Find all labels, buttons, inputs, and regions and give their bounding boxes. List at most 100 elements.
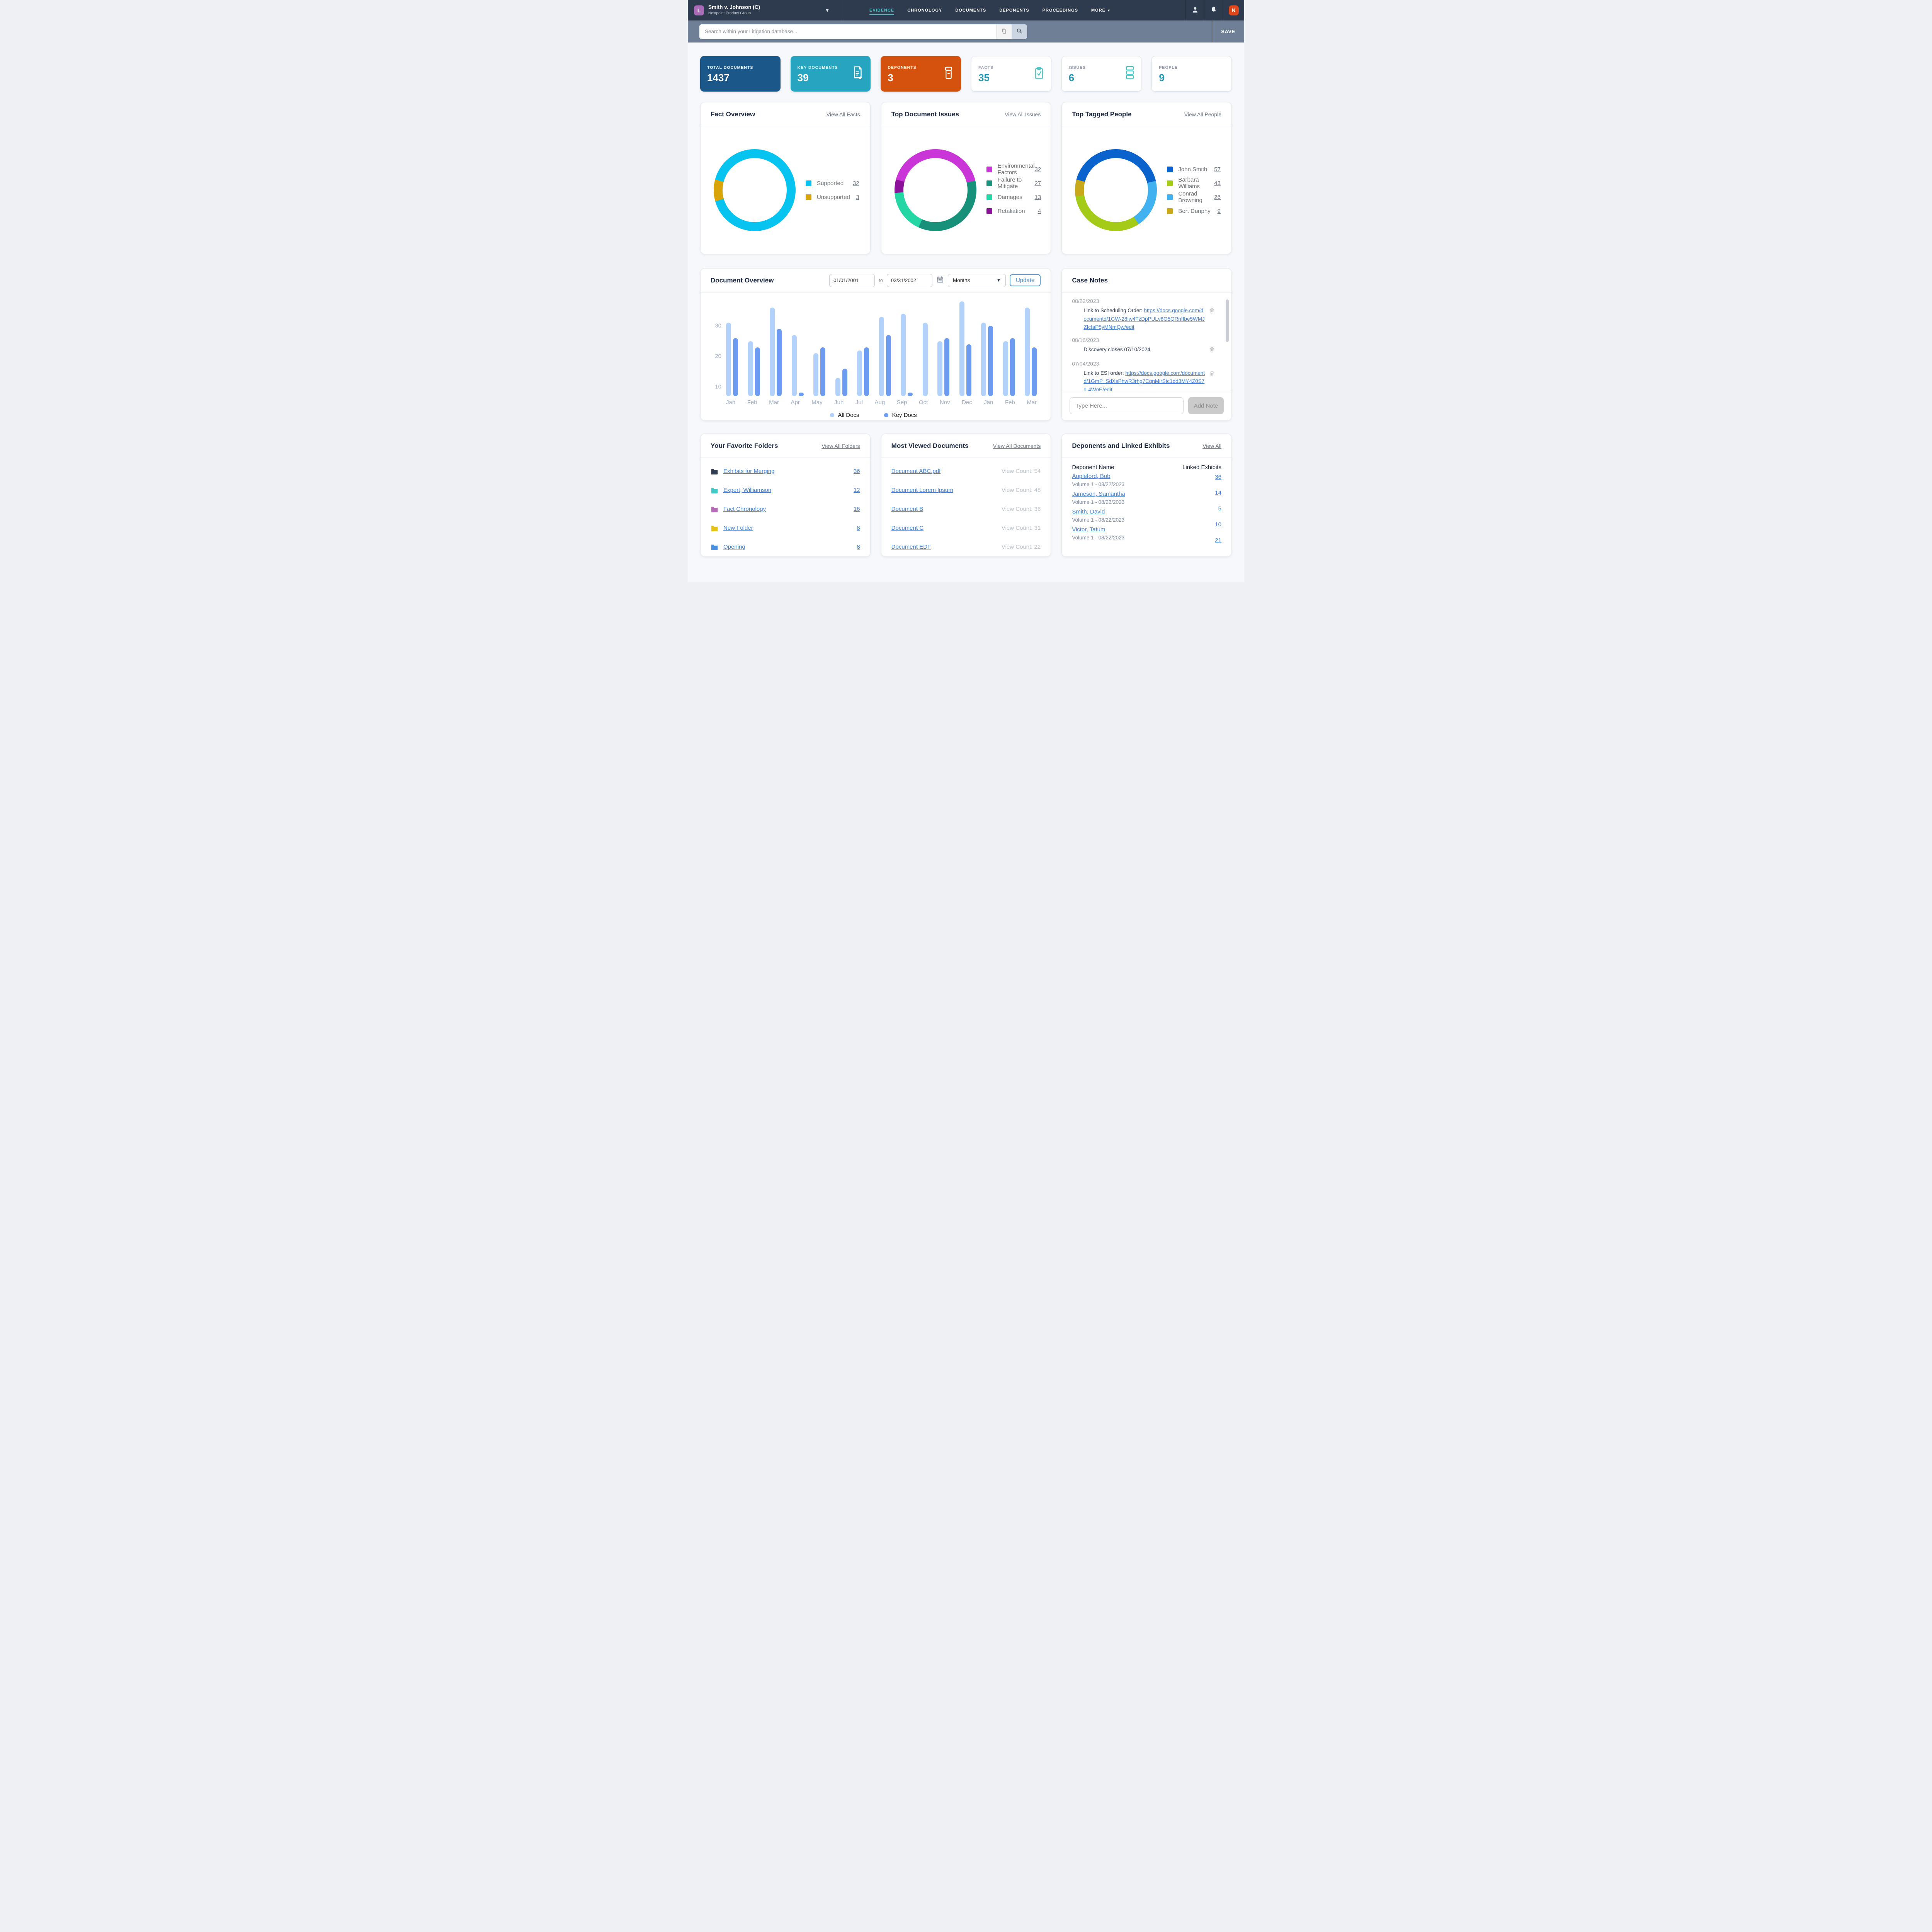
folder-link[interactable]: Expert, Williamson: [723, 487, 772, 493]
view-all-folders-link[interactable]: View All Folders: [821, 442, 860, 449]
legend-count-link[interactable]: 9: [1217, 207, 1221, 214]
x-axis-label: Oct: [919, 399, 928, 406]
view-all-documents-link[interactable]: View All Documents: [993, 442, 1041, 449]
tab-documents[interactable]: DOCUMENTS: [955, 8, 986, 13]
exhibit-count-link[interactable]: 36: [1215, 474, 1221, 480]
view-all-link[interactable]: View All: [1202, 442, 1221, 449]
legend-swatch: [986, 194, 992, 200]
legend-count-link[interactable]: 32: [852, 180, 859, 187]
bar-pair: [981, 299, 993, 396]
exhibit-count-link[interactable]: 10: [1215, 521, 1221, 528]
top-people-legend: John Smith 57 Barbara Williams 43 Conrad…: [1157, 162, 1231, 218]
document-link[interactable]: Document B: [891, 506, 923, 512]
stat-card-key-documents[interactable]: KEY DOCUMENTS 39: [790, 56, 871, 92]
note-body: Link to ESI order:: [1083, 370, 1126, 376]
note-text: Link to ESI order: https://docs.google.c…: [1072, 369, 1206, 392]
panel-title: Case Notes: [1072, 276, 1108, 284]
stat-card-facts[interactable]: FACTS 35: [971, 56, 1051, 92]
folder-count-link[interactable]: 8: [857, 544, 860, 550]
deponents-list: Appleford, Bob Volume 1 - 08/22/2023 Jam…: [1062, 473, 1231, 544]
date-to-input[interactable]: [886, 274, 932, 287]
legend-count-link[interactable]: 32: [1034, 166, 1041, 173]
folder-link[interactable]: Exhibits for Merging: [723, 468, 775, 474]
folder-count-link[interactable]: 12: [853, 487, 860, 493]
panel-header: Your Favorite Folders View All Folders: [701, 434, 870, 458]
date-from-input[interactable]: [829, 274, 875, 287]
legend-item: Failure to Mitigate 27: [986, 176, 1041, 190]
bar-key-docs: [733, 338, 738, 396]
interval-select[interactable]: Months ▼: [947, 274, 1006, 287]
user-profile-button[interactable]: [1185, 0, 1204, 20]
view-all-people-link[interactable]: View All People: [1184, 111, 1221, 117]
document-link[interactable]: Document C: [891, 525, 924, 531]
tab-chronology[interactable]: CHRONOLOGY: [907, 8, 942, 13]
stat-card-issues[interactable]: ISSUES 6: [1061, 56, 1142, 92]
dashboard-content: TOTAL DOCUMENTS 1437 KEY DOCUMENTS 39 DE…: [688, 56, 1244, 557]
bar-chart: 10 20 30 Jan Feb Mar Apr May Jun Jul Aug Sep Oct Nov…: [701, 293, 1051, 418]
stat-value: 3: [888, 71, 893, 83]
legend-count-link[interactable]: 26: [1214, 194, 1221, 201]
stat-card-total-documents[interactable]: TOTAL DOCUMENTS 1437: [700, 56, 781, 92]
note-input[interactable]: [1070, 397, 1184, 414]
deponent-link[interactable]: Victor, Tatum: [1072, 526, 1105, 533]
deponent-link[interactable]: Smith, David: [1072, 509, 1105, 515]
case-notes-list[interactable]: 08/22/2023 Link to Scheduling Order: htt…: [1062, 293, 1231, 392]
delete-note-button[interactable]: [1208, 345, 1216, 355]
bar-all-docs: [981, 323, 986, 396]
stat-label: PEOPLE: [1159, 65, 1178, 70]
update-button[interactable]: Update: [1009, 274, 1041, 286]
nextpoint-logo[interactable]: N: [1228, 5, 1239, 15]
bar-key-docs: [944, 338, 950, 396]
tab-proceedings[interactable]: PROCEEDINGS: [1042, 8, 1078, 13]
folder-link[interactable]: Fact Chronology: [723, 506, 766, 512]
chevron-down-icon[interactable]: ▼: [825, 7, 830, 13]
folder-link[interactable]: Opening: [723, 544, 745, 550]
folder-count-link[interactable]: 16: [853, 506, 860, 512]
note-link[interactable]: https://docs.google.com/documentd/1GW-28…: [1083, 308, 1205, 330]
stat-card-people[interactable]: PEOPLE 9: [1151, 56, 1232, 92]
delete-note-button[interactable]: [1208, 306, 1216, 316]
deponent-link[interactable]: Appleford, Bob: [1072, 473, 1111, 480]
document-link[interactable]: Document EDF: [891, 544, 931, 550]
document-link[interactable]: Document ABC.pdf: [891, 468, 941, 474]
top-people-donut-chart: [1075, 149, 1157, 231]
delete-note-button[interactable]: [1208, 369, 1216, 379]
stat-card-deponents[interactable]: DEPONENTS 3: [881, 56, 961, 92]
legend-count-link[interactable]: 27: [1034, 180, 1041, 187]
y-axis: 10 20 30: [707, 299, 724, 396]
add-note-button[interactable]: Add Note: [1188, 397, 1224, 414]
folder-link[interactable]: New Folder: [723, 525, 753, 531]
folder-count-link[interactable]: 8: [857, 525, 860, 531]
calendar-icon[interactable]: [936, 276, 944, 285]
exhibit-count-link[interactable]: 21: [1215, 537, 1221, 544]
note-date: 08/16/2023: [1072, 337, 1099, 343]
legend-count-link[interactable]: 13: [1034, 194, 1041, 201]
panel-header: Top Document Issues View All Issues: [881, 102, 1051, 126]
folder-count-link[interactable]: 36: [853, 468, 860, 474]
copy-search-button[interactable]: [996, 24, 1012, 39]
legend-count-link[interactable]: 57: [1214, 166, 1221, 173]
legend-count-link[interactable]: 3: [856, 194, 859, 201]
document-link[interactable]: Document Lorem Ipsum: [891, 487, 953, 493]
stacked-issues-icon: [1125, 66, 1135, 82]
tab-evidence[interactable]: EVIDENCE: [869, 6, 895, 15]
search-input[interactable]: [699, 24, 996, 39]
search-submit-button[interactable]: [1012, 24, 1027, 39]
tab-more[interactable]: MORE ▼: [1091, 6, 1111, 15]
legend-count-link[interactable]: 4: [1037, 207, 1041, 214]
note-link[interactable]: https://docs.google.com/documentd/1GmP_S…: [1083, 370, 1205, 392]
save-button[interactable]: SAVE: [1212, 29, 1244, 34]
exhibit-count-link[interactable]: 5: [1218, 505, 1221, 512]
notifications-button[interactable]: [1204, 0, 1223, 20]
top-nav: L Smith v. Johnson (C) Nextpoint Product…: [688, 0, 1244, 20]
legend-count-link[interactable]: 43: [1214, 180, 1221, 187]
interval-select-value: Months: [952, 277, 970, 283]
scrollbar[interactable]: [1225, 299, 1229, 342]
view-all-facts-link[interactable]: View All Facts: [826, 111, 860, 117]
deponent-link[interactable]: Jameson, Samantha: [1072, 491, 1125, 497]
view-all-issues-link[interactable]: View All Issues: [1005, 111, 1041, 117]
panel-title: Fact Overview: [711, 110, 755, 118]
tab-deponents[interactable]: DEPONENTS: [999, 8, 1029, 13]
exhibit-count-link[interactable]: 14: [1215, 490, 1221, 496]
case-switcher[interactable]: L Smith v. Johnson (C) Nextpoint Product…: [688, 0, 842, 20]
